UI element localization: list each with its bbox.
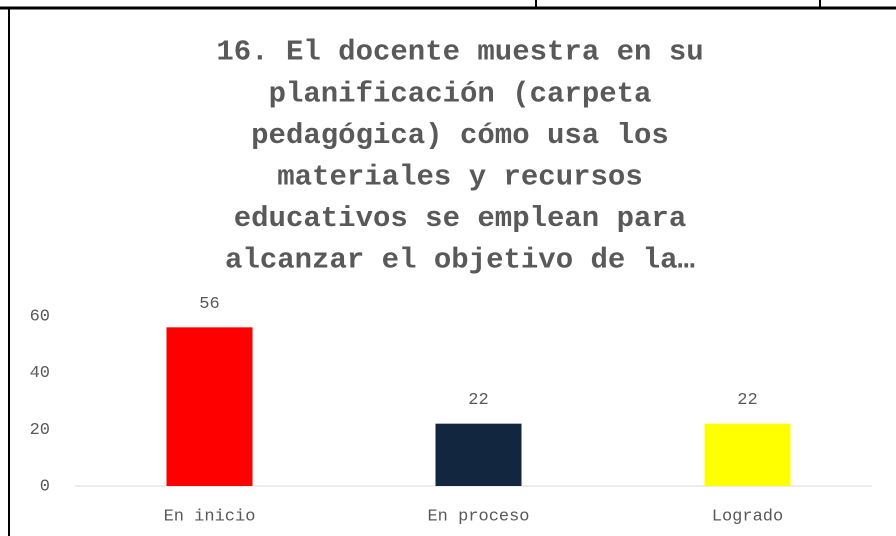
x-tick-label: Logrado <box>712 507 783 526</box>
bar <box>435 423 522 486</box>
y-tick-label: 0 <box>40 477 50 496</box>
data-label: 56 <box>199 295 219 314</box>
y-tick-label: 60 <box>30 307 50 326</box>
data-label: 22 <box>737 391 757 410</box>
chart-title: materiales y recursos <box>277 160 642 193</box>
bar <box>166 327 253 486</box>
data-label: 22 <box>468 391 488 410</box>
x-tick-label: En inicio <box>164 507 256 526</box>
chart-title: planificación (carpeta <box>269 77 652 110</box>
y-tick-label: 40 <box>30 364 50 383</box>
x-tick-label: En proceso <box>427 507 529 526</box>
chart-title: educativos se emplean para <box>234 202 686 235</box>
y-tick-label: 20 <box>30 421 50 440</box>
chart-title: 16. El docente muestra en su <box>216 36 703 69</box>
bar <box>704 423 791 486</box>
chart-title: pedagógica) cómo usa los <box>251 119 669 152</box>
chart-title: alcanzar el objetivo de la… <box>225 244 695 277</box>
